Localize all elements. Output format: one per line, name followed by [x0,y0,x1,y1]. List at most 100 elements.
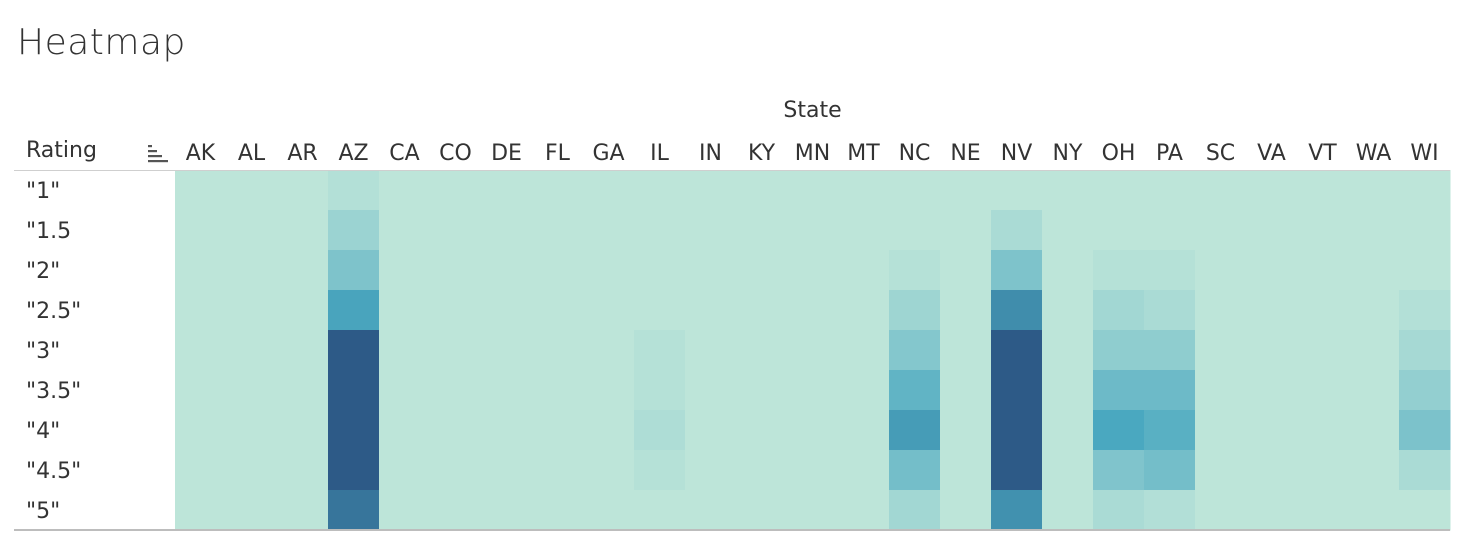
heatmap-cell-AZ-6[interactable] [328,410,380,451]
heatmap-cell-WI-3[interactable] [1399,290,1451,331]
heatmap-cell-KY-2[interactable] [736,250,788,291]
heatmap-cell-VA-1[interactable] [1246,210,1298,251]
heatmap-cell-IL-1[interactable] [634,210,686,251]
heatmap-cell-DE-7[interactable] [481,450,533,491]
heatmap-cell-DE-5[interactable] [481,370,533,411]
heatmap-cell-IL-8[interactable] [634,490,686,531]
heatmap-cell-CO-5[interactable] [430,370,482,411]
heatmap-cell-MN-1[interactable] [787,210,839,251]
heatmap-cell-IL-0[interactable] [634,170,686,211]
heatmap-cell-CA-5[interactable] [379,370,431,411]
heatmap-cell-VT-0[interactable] [1297,170,1349,211]
heatmap-cell-CO-3[interactable] [430,290,482,331]
heatmap-cell-SC-0[interactable] [1195,170,1247,211]
heatmap-cell-MN-4[interactable] [787,330,839,371]
heatmap-cell-IL-5[interactable] [634,370,686,411]
heatmap-cell-WA-1[interactable] [1348,210,1400,251]
heatmap-cell-GA-5[interactable] [583,370,635,411]
heatmap-cell-NE-6[interactable] [940,410,992,451]
heatmap-cell-CO-2[interactable] [430,250,482,291]
heatmap-cell-FL-3[interactable] [532,290,584,331]
heatmap-cell-AK-4[interactable] [175,330,227,371]
heatmap-cell-DE-1[interactable] [481,210,533,251]
heatmap-cell-WI-7[interactable] [1399,450,1451,491]
heatmap-cell-DE-6[interactable] [481,410,533,451]
heatmap-cell-NE-0[interactable] [940,170,992,211]
heatmap-cell-CO-6[interactable] [430,410,482,451]
heatmap-cell-AR-6[interactable] [277,410,329,451]
heatmap-cell-FL-4[interactable] [532,330,584,371]
heatmap-cell-IL-2[interactable] [634,250,686,291]
heatmap-cell-DE-4[interactable] [481,330,533,371]
heatmap-cell-MN-2[interactable] [787,250,839,291]
heatmap-cell-KY-3[interactable] [736,290,788,331]
heatmap-cell-AK-1[interactable] [175,210,227,251]
heatmap-cell-VT-1[interactable] [1297,210,1349,251]
heatmap-cell-AZ-1[interactable] [328,210,380,251]
heatmap-cell-OH-0[interactable] [1093,170,1145,211]
heatmap-cell-AK-6[interactable] [175,410,227,451]
heatmap-cell-MT-6[interactable] [838,410,890,451]
heatmap-cell-OH-3[interactable] [1093,290,1145,331]
heatmap-cell-AL-5[interactable] [226,370,278,411]
heatmap-cell-VA-2[interactable] [1246,250,1298,291]
heatmap-cell-IN-8[interactable] [685,490,737,531]
heatmap-cell-SC-3[interactable] [1195,290,1247,331]
heatmap-cell-WA-8[interactable] [1348,490,1400,531]
heatmap-cell-IN-3[interactable] [685,290,737,331]
heatmap-cell-IN-4[interactable] [685,330,737,371]
heatmap-cell-NY-6[interactable] [1042,410,1094,451]
heatmap-cell-AK-8[interactable] [175,490,227,531]
heatmap-cell-NV-2[interactable] [991,250,1043,291]
heatmap-cell-NE-2[interactable] [940,250,992,291]
heatmap-cell-FL-2[interactable] [532,250,584,291]
heatmap-cell-VA-5[interactable] [1246,370,1298,411]
heatmap-cell-KY-4[interactable] [736,330,788,371]
heatmap-cell-WA-7[interactable] [1348,450,1400,491]
heatmap-cell-AL-6[interactable] [226,410,278,451]
heatmap-cell-MT-1[interactable] [838,210,890,251]
heatmap-cell-WI-0[interactable] [1399,170,1451,211]
heatmap-cell-AK-0[interactable] [175,170,227,211]
heatmap-cell-CA-1[interactable] [379,210,431,251]
heatmap-cell-GA-6[interactable] [583,410,635,451]
heatmap-cell-WI-1[interactable] [1399,210,1451,251]
heatmap-cell-NC-3[interactable] [889,290,941,331]
heatmap-cell-GA-3[interactable] [583,290,635,331]
heatmap-cell-KY-1[interactable] [736,210,788,251]
heatmap-cell-VT-3[interactable] [1297,290,1349,331]
heatmap-cell-PA-8[interactable] [1144,490,1196,531]
heatmap-cell-CO-1[interactable] [430,210,482,251]
heatmap-cell-MN-7[interactable] [787,450,839,491]
heatmap-cell-IN-5[interactable] [685,370,737,411]
heatmap-cell-VA-4[interactable] [1246,330,1298,371]
heatmap-cell-GA-1[interactable] [583,210,635,251]
heatmap-cell-PA-0[interactable] [1144,170,1196,211]
heatmap-cell-AK-2[interactable] [175,250,227,291]
heatmap-cell-AR-0[interactable] [277,170,329,211]
heatmap-cell-NY-7[interactable] [1042,450,1094,491]
heatmap-cell-IN-2[interactable] [685,250,737,291]
heatmap-cell-KY-0[interactable] [736,170,788,211]
heatmap-cell-IN-6[interactable] [685,410,737,451]
heatmap-cell-AR-2[interactable] [277,250,329,291]
heatmap-cell-VT-6[interactable] [1297,410,1349,451]
heatmap-cell-AL-1[interactable] [226,210,278,251]
heatmap-cell-AR-1[interactable] [277,210,329,251]
heatmap-cell-GA-2[interactable] [583,250,635,291]
heatmap-cell-WA-2[interactable] [1348,250,1400,291]
heatmap-cell-WI-5[interactable] [1399,370,1451,411]
heatmap-cell-KY-5[interactable] [736,370,788,411]
heatmap-cell-OH-6[interactable] [1093,410,1145,451]
heatmap-cell-DE-8[interactable] [481,490,533,531]
heatmap-cell-WI-2[interactable] [1399,250,1451,291]
heatmap-cell-NV-0[interactable] [991,170,1043,211]
heatmap-cell-CO-4[interactable] [430,330,482,371]
heatmap-cell-PA-1[interactable] [1144,210,1196,251]
heatmap-cell-AK-7[interactable] [175,450,227,491]
heatmap-cell-NY-0[interactable] [1042,170,1094,211]
heatmap-cell-OH-1[interactable] [1093,210,1145,251]
heatmap-cell-GA-8[interactable] [583,490,635,531]
heatmap-cell-DE-3[interactable] [481,290,533,331]
heatmap-cell-AL-2[interactable] [226,250,278,291]
